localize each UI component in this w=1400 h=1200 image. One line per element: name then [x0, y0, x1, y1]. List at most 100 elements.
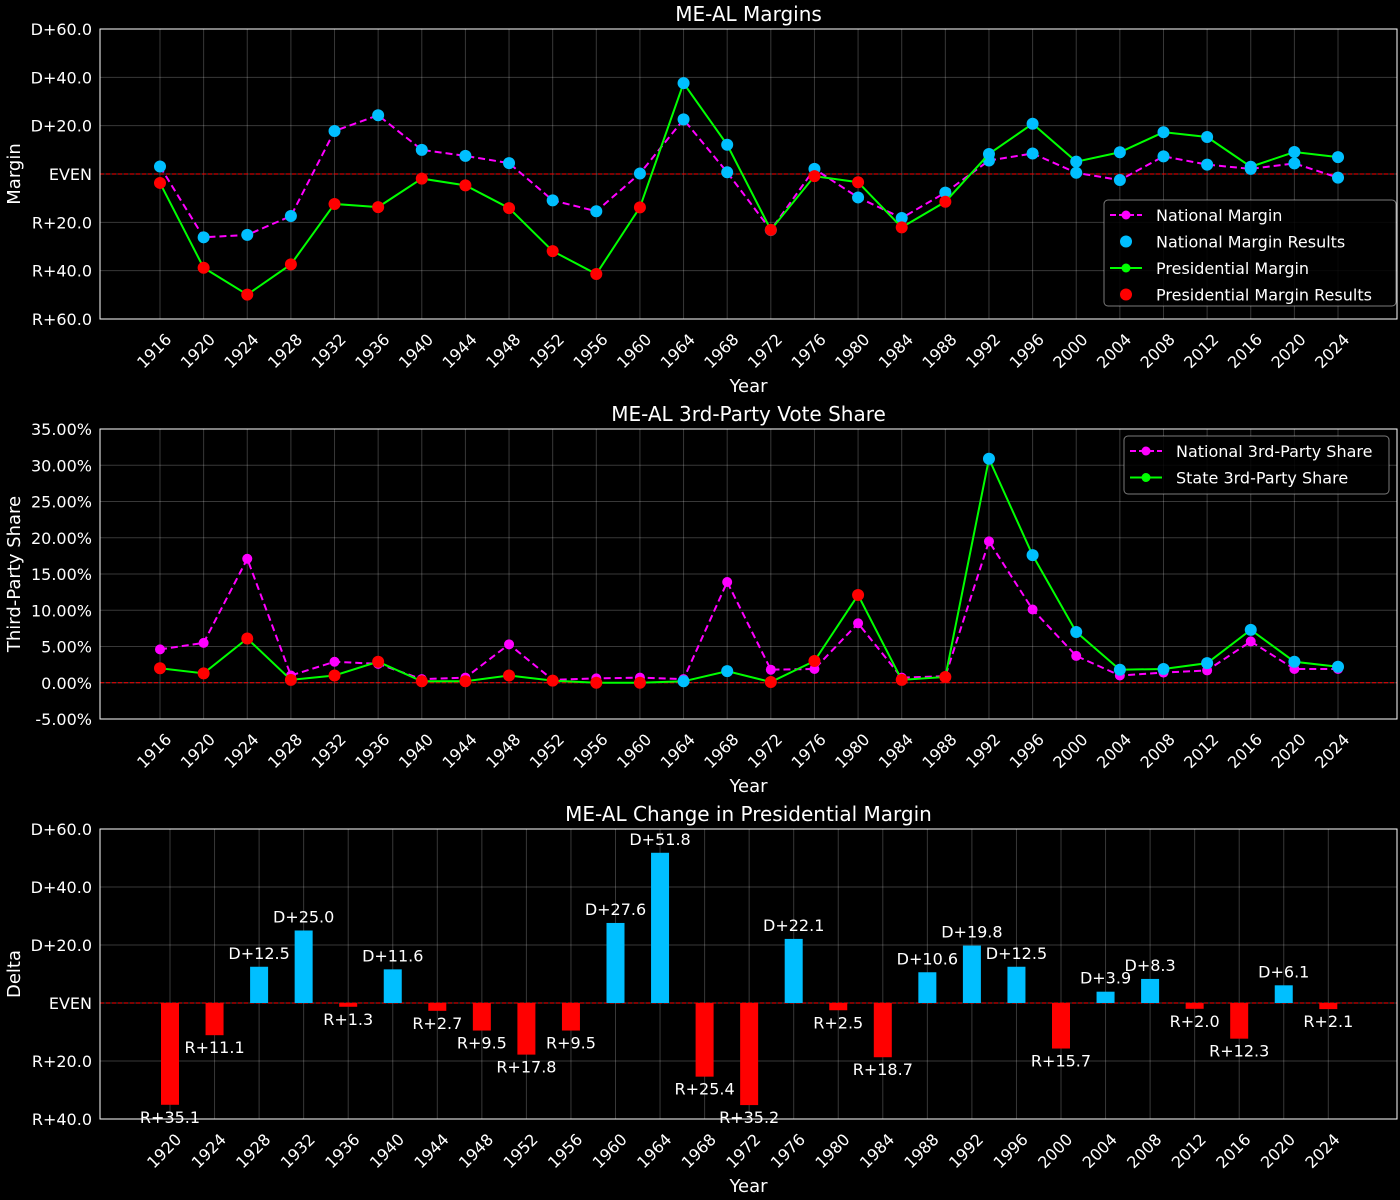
x-tick-label: 1916: [133, 330, 175, 372]
legend-box: [1103, 199, 1397, 307]
y-tick-label: R+20.0: [32, 1052, 92, 1071]
result-point: [1288, 655, 1301, 668]
x-tick-label: 1996: [990, 1130, 1032, 1172]
y-axis-label: Third-Party Share: [4, 496, 25, 653]
result-point: [1157, 150, 1170, 163]
result-point: [1244, 160, 1257, 173]
x-tick-label: 1980: [831, 730, 873, 772]
bar: [561, 1003, 580, 1031]
legend-swatch-marker: [1121, 210, 1131, 220]
result-point: [1157, 662, 1170, 675]
result-point: [415, 143, 428, 156]
x-tick-label: 1928: [264, 330, 306, 372]
line-point: [329, 656, 340, 667]
x-tick-label: 1920: [177, 730, 219, 772]
x-tick-label: 1960: [613, 730, 655, 772]
x-tick-label: 1988: [918, 730, 960, 772]
result-point: [1157, 126, 1170, 139]
result-point: [1288, 157, 1301, 170]
x-tick-label: 1952: [526, 330, 568, 372]
x-tick-label: 2020: [1257, 1130, 1299, 1172]
bar: [1230, 1003, 1249, 1039]
bar-value-label: R+9.5: [546, 1034, 596, 1053]
result-point: [1201, 131, 1214, 144]
result-point: [721, 166, 734, 179]
line-point: [1071, 650, 1082, 661]
bar-value-label: R+11.1: [184, 1038, 244, 1057]
result-point: [808, 170, 821, 183]
y-tick-label: 15.00%: [31, 565, 92, 584]
x-tick-label: 1944: [410, 1130, 452, 1172]
result-point: [284, 258, 297, 271]
x-tick-label: 1964: [633, 1130, 675, 1172]
x-tick-label: 2012: [1168, 1130, 1210, 1172]
bar-value-label: R+2.0: [1170, 1012, 1220, 1031]
bar-value-label: R+25.4: [675, 1080, 735, 1099]
legend-swatch-marker: [1141, 446, 1151, 456]
legend-box: [1123, 435, 1390, 495]
result-point: [1201, 158, 1214, 171]
line-point: [853, 618, 864, 629]
x-tick-label: 1936: [321, 1130, 363, 1172]
series-line: [159, 539, 1339, 681]
chart-title: ME-AL 3rd-Party Vote Share: [611, 402, 886, 426]
x-tick-label: 1936: [351, 330, 393, 372]
x-axis-label: Year: [728, 376, 768, 397]
x-tick-label: 1928: [232, 1130, 274, 1172]
result-point: [590, 676, 603, 689]
y-tick-label: D+60.0: [31, 820, 92, 839]
x-tick-label: 1944: [438, 730, 480, 772]
bar-value-label: R+35.2: [719, 1108, 779, 1127]
series-line: [159, 114, 1339, 239]
bar-value-label: R+17.8: [496, 1058, 556, 1077]
result-point: [546, 194, 559, 207]
x-tick-label: 1992: [945, 1130, 987, 1172]
result-point: [677, 113, 690, 126]
result-point: [197, 667, 210, 680]
legend-label: National Margin Results: [1156, 233, 1345, 252]
legend-label: National Margin: [1156, 206, 1282, 225]
x-tick-label: 1932: [308, 330, 350, 372]
result-point: [154, 160, 166, 173]
x-tick-label: 1956: [569, 330, 611, 372]
y-tick-label: 20.00%: [31, 529, 92, 548]
result-point: [197, 261, 210, 274]
x-tick-label: 1920: [143, 1130, 185, 1172]
result-point: [284, 210, 297, 223]
bar: [740, 1003, 759, 1106]
bar: [339, 1003, 358, 1007]
legend-swatch-marker: [1141, 473, 1151, 482]
legend: National 3rd-Party Share State 3rd-Party …: [1123, 435, 1390, 495]
result-point: [241, 632, 254, 645]
x-tick-label: 2012: [1180, 730, 1222, 772]
y-tick-label: -5.00%: [35, 710, 92, 729]
bar-value-label: R+35.1: [140, 1108, 200, 1127]
y-axis-label: Delta: [4, 950, 25, 998]
bar-value-label: R+18.7: [853, 1060, 913, 1079]
x-tick-label: 1960: [589, 1130, 631, 1172]
margins-chart: D+60.0 D+40.0 D+20.0 EVEN R+20.0 R+40.0 R+60.0…: [4, 2, 1398, 397]
legend-label: State 3rd-Party Share: [1176, 469, 1348, 488]
x-tick-label: 2016: [1224, 330, 1266, 372]
x-tick-label: 1972: [744, 330, 786, 372]
result-point: [982, 147, 995, 160]
x-tick-label: 1940: [395, 730, 437, 772]
result-point: [1113, 663, 1126, 676]
x-tick-label: 1964: [657, 330, 699, 372]
y-tick-label: D+40.0: [31, 68, 92, 87]
bar: [962, 945, 981, 1003]
legend-swatch-marker: [1121, 263, 1131, 273]
x-tick-label: 1972: [744, 730, 786, 772]
bar: [161, 1003, 179, 1105]
result-point: [721, 138, 734, 151]
third-party-share-chart: 35.00% 30.00% 25.00% 20.00% 15.00% 10.00% 5.00…: [4, 402, 1398, 797]
bar-value-label: D+11.6: [362, 946, 423, 965]
bar-value-label: D+22.1: [763, 916, 824, 935]
x-tick-label: 1948: [482, 330, 524, 372]
bar: [606, 922, 625, 1003]
x-tick-label: 1964: [657, 730, 699, 772]
result-point: [852, 176, 865, 189]
x-tick-label: 1948: [455, 1130, 497, 1172]
y-tick-label: D+60.0: [31, 20, 92, 39]
